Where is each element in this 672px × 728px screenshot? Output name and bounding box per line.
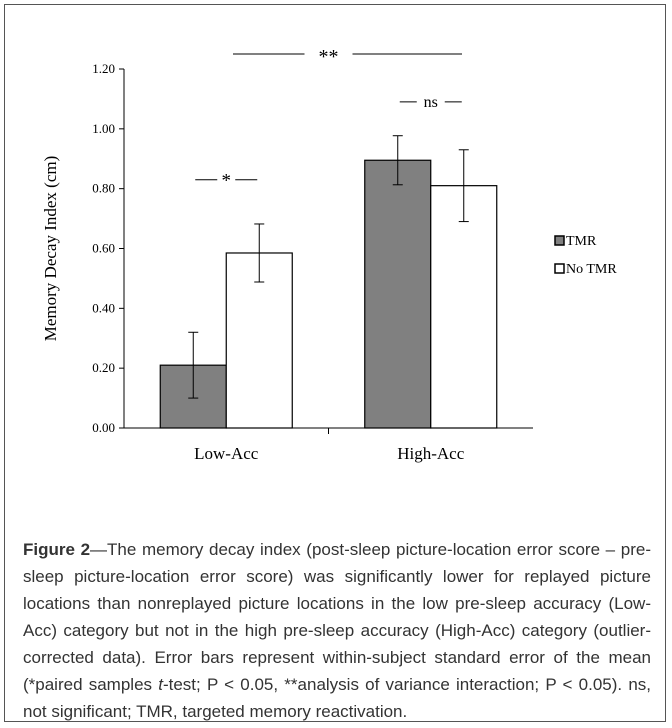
y-tick-label: 0.20 <box>92 360 115 375</box>
caption-text-2: -test; P < 0.05, **analysis of variance … <box>23 675 652 721</box>
y-axis-label: Memory Decay Index (cm) <box>41 156 60 342</box>
figure-caption: Figure 2—The memory decay index (post-sl… <box>23 536 651 725</box>
caption-italic-t: t <box>158 675 163 694</box>
legend-label: TMR <box>566 234 597 249</box>
legend-swatch <box>554 263 565 274</box>
sig-label-interaction: ** <box>319 46 339 68</box>
y-tick-label: 1.00 <box>92 121 115 136</box>
y-tick-label: 1.20 <box>92 61 115 76</box>
y-tick-label: 0.40 <box>92 300 115 315</box>
bar-chart: 0.00 0.20 0.40 0.60 0.80 1.00 1.20 Memory Decay… <box>41 46 617 463</box>
caption-label: Figure 2 <box>23 540 91 559</box>
bar <box>364 159 432 429</box>
figure-frame: 0.00 0.20 0.40 0.60 0.80 1.00 1.20 Memory Decay… <box>4 4 666 722</box>
y-tick-label: 0.80 <box>92 181 115 196</box>
x-category-label: High-Acc <box>397 444 464 463</box>
legend-swatch <box>554 235 565 246</box>
y-tick-label: 0.00 <box>92 420 115 435</box>
caption-text-1: —The memory decay index (post-sleep pict… <box>23 540 651 694</box>
x-category-label: Low-Acc <box>194 444 259 463</box>
sig-label-low: * <box>222 171 232 192</box>
bar <box>430 185 498 429</box>
y-tick-label: 0.60 <box>92 241 115 256</box>
sig-label-high: ns <box>424 94 438 111</box>
legend-label: No TMR <box>566 262 617 277</box>
